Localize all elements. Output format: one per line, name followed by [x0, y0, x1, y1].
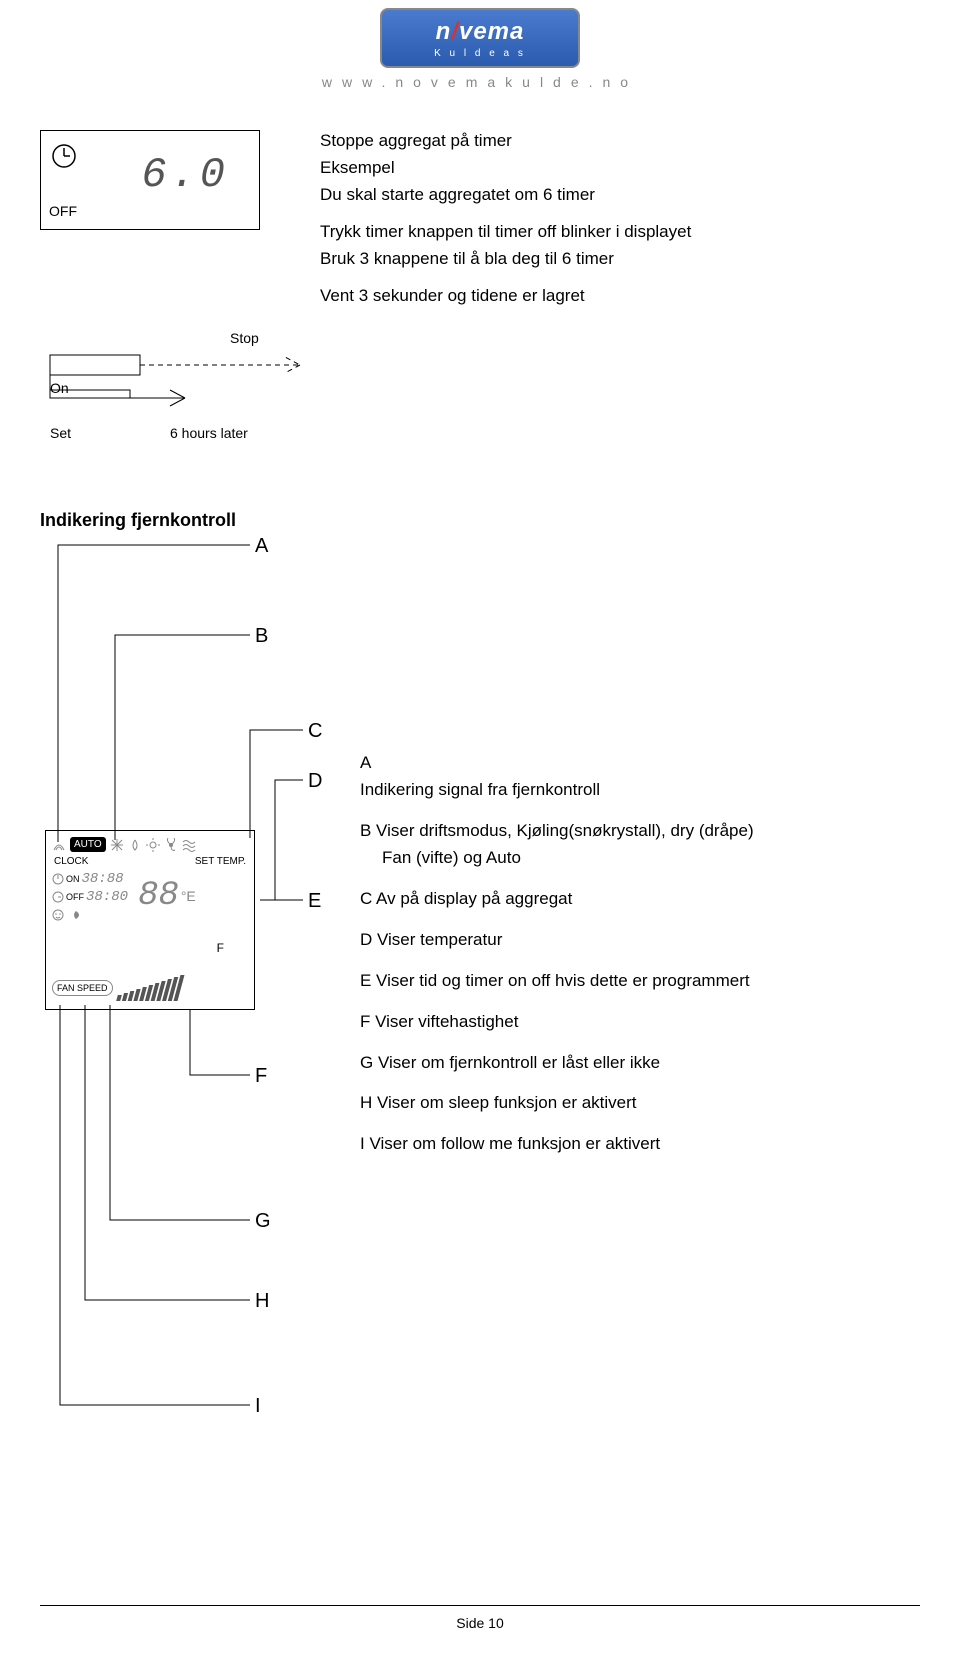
line1: Du skal starte aggregatet om 6 timer — [320, 184, 691, 207]
desc-B: B Viser driftsmodus, Kjøling(snøkrystall… — [360, 820, 754, 843]
title: Stoppe aggregat på timer — [320, 130, 691, 153]
rd-values-row: ON 38:88 OFF 38:80 88 °E — [46, 869, 254, 923]
fan-icon — [164, 838, 178, 852]
auto-badge: AUTO — [70, 837, 106, 852]
letter-D: D — [308, 770, 322, 793]
letter-C: C — [308, 720, 322, 743]
line2: Trykk timer knappen til timer off blinke… — [320, 221, 691, 244]
logo: n/vema K u l d e a s — [380, 8, 580, 68]
desc-I: I Viser om follow me funksjon er aktiver… — [360, 1133, 754, 1156]
off-label: OFF — [66, 889, 84, 905]
footer-divider — [40, 1605, 920, 1606]
example-label: Eksempel — [320, 157, 691, 180]
clock-label: CLOCK — [54, 856, 88, 867]
desc-A: Indikering signal fra fjernkontroll — [360, 779, 754, 802]
clock-on-icon — [52, 873, 64, 885]
signal-icon — [52, 838, 66, 852]
line4: Vent 3 sekunder og tidene er lagret — [320, 285, 691, 308]
section-timer-stop: OFF 6.0 Stoppe aggregat på timer Eksempe… — [40, 130, 920, 312]
indicator-descriptions: A Indikering signal fra fjernkontroll B … — [360, 752, 754, 1160]
on-label: ON — [66, 871, 80, 887]
desc-D: D Viser temperatur — [360, 929, 754, 952]
sun-icon — [146, 838, 160, 852]
stop-diagram: Stop On Set 6 hours later — [40, 330, 320, 450]
letter-B: B — [255, 625, 268, 648]
desc-E: E Viser tid og timer on off hvis dette e… — [360, 970, 754, 993]
on-label: On — [50, 380, 69, 396]
rd-F-label: F — [217, 941, 224, 955]
desc-A-letter: A — [360, 752, 754, 775]
letter-A: A — [255, 535, 268, 558]
settemp-label: SET TEMP. — [195, 856, 246, 867]
snowflake-icon — [110, 838, 124, 852]
logo-subtext: K u l d e a s — [434, 48, 526, 59]
moon-icon — [68, 909, 80, 921]
stop-label: Stop — [230, 330, 259, 346]
line3: Bruk 3 knappene til å bla deg til 6 time… — [320, 248, 691, 271]
hours-label: 6 hours later — [170, 425, 248, 441]
logo-slash: / — [451, 18, 459, 45]
rd-labels: CLOCK SET TEMP. — [46, 854, 254, 869]
seg-time-2: 38:80 — [86, 889, 128, 905]
logo-text: n/vema — [436, 18, 525, 46]
logo-n: n — [436, 18, 452, 45]
fan-bars — [117, 975, 181, 1001]
desc-B2: Fan (vifte) og Auto — [360, 847, 754, 870]
clock-off-icon — [52, 891, 64, 903]
letter-H: H — [255, 1290, 269, 1313]
fanspeed-label: FAN SPEED — [52, 980, 113, 996]
desc-F: F Viser viftehastighet — [360, 1011, 754, 1034]
drop-icon — [128, 838, 142, 852]
letter-G: G — [255, 1210, 271, 1233]
lcd-display: OFF 6.0 — [40, 130, 260, 230]
rd-fanspeed: FAN SPEED — [52, 975, 181, 1001]
clock-icon — [51, 143, 77, 174]
seg-temp: 88 — [138, 877, 179, 915]
timer-instructions: Stoppe aggregat på timer Eksempel Du ska… — [320, 130, 691, 312]
remote-display: AUTO CLOCK SET TEMP. ON 38:88 OFF 38:80 — [45, 830, 255, 1010]
desc-C: C Av på display på aggregat — [360, 888, 754, 911]
seg-time-1: 38:88 — [82, 871, 124, 887]
section-title-indicators: Indikering fjernkontroll — [40, 510, 236, 531]
face-icon — [52, 909, 64, 921]
set-label: Set — [50, 425, 71, 441]
url-text: www.novemakulde.no — [322, 74, 638, 90]
page-header: n/vema K u l d e a s www.novemakulde.no — [0, 0, 960, 90]
logo-vema: vema — [459, 18, 524, 45]
page-number: Side 10 — [0, 1615, 960, 1631]
desc-G: G Viser om fjernkontroll er låst eller i… — [360, 1052, 754, 1075]
seg-unit: °E — [181, 888, 196, 904]
letter-I: I — [255, 1395, 261, 1418]
wave-icon — [182, 838, 196, 852]
rd-mode-row: AUTO — [46, 831, 254, 854]
desc-H: H Viser om sleep funksjon er aktivert — [360, 1092, 754, 1115]
letter-F: F — [255, 1065, 267, 1088]
letter-E: E — [308, 890, 321, 913]
lcd-value: 6.0 — [141, 151, 229, 199]
lcd-off-label: OFF — [49, 203, 77, 219]
